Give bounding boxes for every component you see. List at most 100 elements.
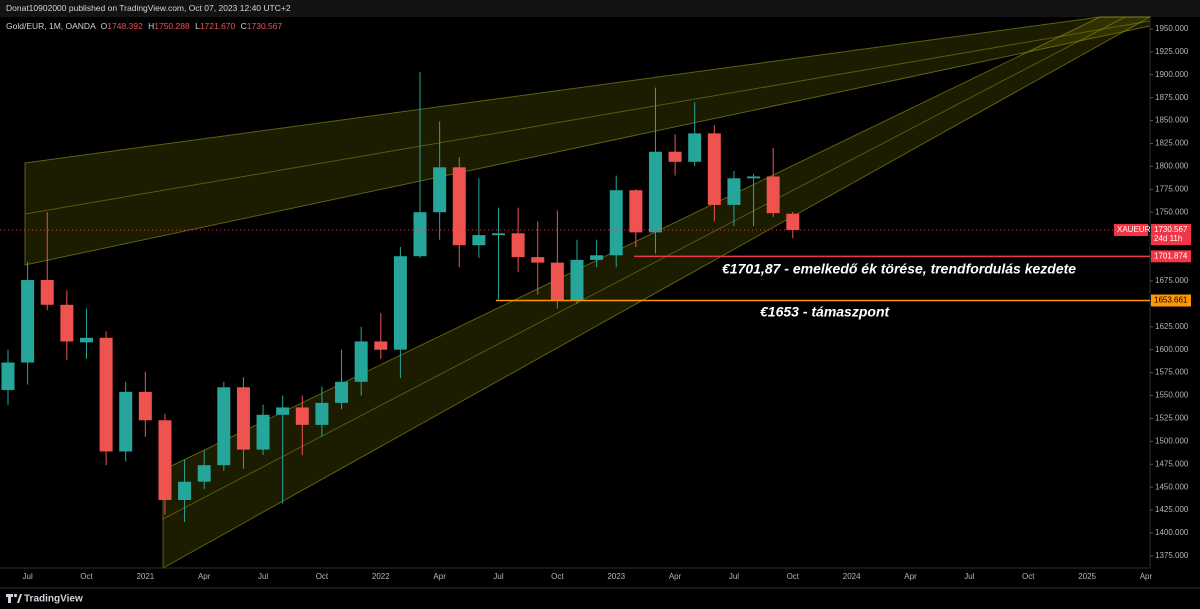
candle-body <box>40 280 54 305</box>
annotation: €1701,87 - emelkedő ék törése, trendford… <box>722 261 1076 277</box>
x-tick-label: Oct <box>1022 572 1035 581</box>
candle-body <box>158 420 172 501</box>
y-tick-label: 1800.000 <box>1155 162 1189 171</box>
candle-body <box>433 167 447 213</box>
candle-body <box>766 176 780 214</box>
candle-body <box>786 213 800 231</box>
y-tick-label: 1550.000 <box>1155 391 1189 400</box>
x-tick-label: Jul <box>729 572 739 581</box>
x-tick-label: Oct <box>787 572 800 581</box>
y-tick-label: 1625.000 <box>1155 322 1189 331</box>
x-tick-label: Jul <box>964 572 974 581</box>
price-tag-label: 1701.874 <box>1154 251 1188 260</box>
candle-body <box>668 151 682 162</box>
y-tick-label: 1425.000 <box>1155 505 1189 514</box>
candle-body <box>648 151 662 233</box>
x-tick-label: 2022 <box>372 572 390 581</box>
price-tag-box <box>1151 250 1191 263</box>
ohlc-value: 1750.288 <box>154 21 190 31</box>
candle-body <box>609 190 623 256</box>
candle-body <box>276 407 290 415</box>
candle-body <box>178 481 192 501</box>
y-tick-label: 1900.000 <box>1155 70 1189 79</box>
candle-body <box>492 233 505 236</box>
ohlc-label: C <box>241 21 247 31</box>
candle-body <box>197 465 211 482</box>
x-tick-label: Oct <box>551 572 564 581</box>
y-tick-label: 1375.000 <box>1155 551 1189 560</box>
candle-body <box>79 337 93 343</box>
y-tick-label: 1675.000 <box>1155 276 1189 285</box>
candle-body <box>335 381 349 403</box>
symbol-tag-box <box>1114 224 1148 237</box>
y-tick-label: 1850.000 <box>1155 116 1189 125</box>
candle-body <box>236 387 250 450</box>
x-tick-label: 2025 <box>1078 572 1096 581</box>
y-tick-label: 1575.000 <box>1155 368 1189 377</box>
candle-body <box>393 256 407 350</box>
ohlc-label: L <box>195 21 200 31</box>
x-tick-label: 2023 <box>607 572 625 581</box>
symbol-legend: Gold/EUR, 1M, OANDA O1748.392 H1750.288 … <box>6 21 283 31</box>
x-tick-label: 2021 <box>136 572 154 581</box>
symbol: Gold/EUR, 1M, OANDA <box>6 21 96 31</box>
x-tick-label: Apr <box>433 572 446 581</box>
y-tick-label: 1400.000 <box>1155 528 1189 537</box>
price-tag-label: 1653.661 <box>1154 296 1188 305</box>
candle-body <box>21 280 35 363</box>
candle-body <box>138 391 152 421</box>
x-tick-label: Oct <box>80 572 93 581</box>
candle-body <box>688 133 702 162</box>
candle-body <box>747 176 761 179</box>
candle-body <box>354 341 368 382</box>
ohlc-label: O <box>101 21 108 31</box>
y-tick-label: 1875.000 <box>1155 93 1189 102</box>
x-tick-label: Apr <box>904 572 917 581</box>
candle-body <box>413 212 427 257</box>
x-tick-label: Apr <box>198 572 211 581</box>
y-tick-label: 1500.000 <box>1155 436 1189 445</box>
candle-body <box>217 387 231 466</box>
y-tick-label: 1750.000 <box>1155 207 1189 216</box>
logo-part <box>13 593 18 598</box>
candle-body <box>472 235 486 246</box>
annotation: €1653 - támaszpont <box>760 304 890 320</box>
lower-channel-midline <box>162 16 1126 520</box>
candle-body <box>374 341 388 350</box>
price-tag-countdown: 24d 11h <box>1154 234 1182 243</box>
price-tag-box <box>1151 294 1191 307</box>
candle-body <box>256 414 270 450</box>
y-tick-label: 1925.000 <box>1155 47 1189 56</box>
y-tick-label: 1825.000 <box>1155 139 1189 148</box>
x-tick-label: Apr <box>1140 572 1153 581</box>
candle-body <box>570 259 584 301</box>
candle-body <box>119 391 133 452</box>
ohlc-label: H <box>148 21 154 31</box>
symbol-tag-label: XAUEUR <box>1117 225 1151 234</box>
logo-part <box>17 594 22 603</box>
y-tick-label: 1775.000 <box>1155 184 1189 193</box>
price-tag-box <box>1151 224 1191 246</box>
publish-info: Donat10902000 published on TradingView.c… <box>6 3 291 13</box>
candle-body <box>629 190 643 233</box>
logo <box>6 593 22 603</box>
logo-part <box>8 594 11 603</box>
candle-body <box>452 167 466 246</box>
x-tick-label: Apr <box>669 572 682 581</box>
upper-channel-midline <box>24 20 1151 215</box>
x-tick-label: Jul <box>23 572 33 581</box>
candle-body <box>99 337 113 452</box>
y-tick-label: 1950.000 <box>1155 24 1189 33</box>
x-tick-label: Oct <box>316 572 329 581</box>
candle-body <box>295 407 309 425</box>
y-tick-label: 1450.000 <box>1155 482 1189 491</box>
ohlc-value: 1748.392 <box>107 21 143 31</box>
x-tick-label: 2024 <box>843 572 861 581</box>
candle-body <box>590 255 604 260</box>
candle-body <box>727 178 741 205</box>
candle-body <box>531 257 545 263</box>
x-tick-label: Jul <box>258 572 268 581</box>
y-tick-label: 1600.000 <box>1155 345 1189 354</box>
